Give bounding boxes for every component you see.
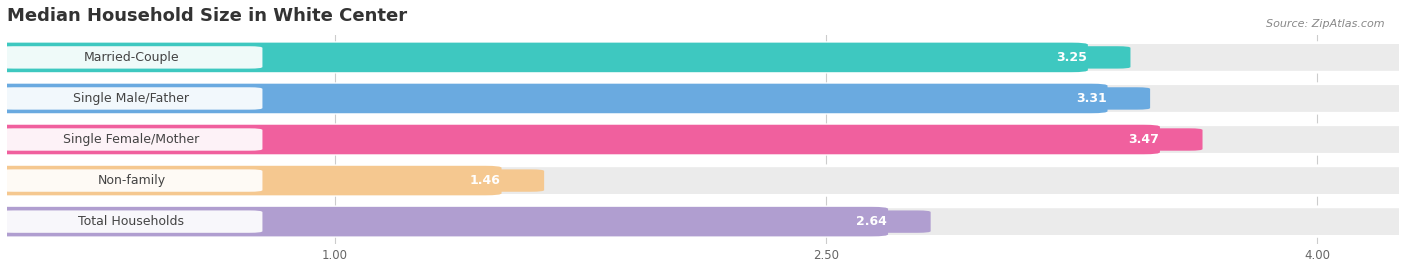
FancyBboxPatch shape [0, 46, 263, 69]
FancyBboxPatch shape [0, 125, 1406, 154]
Text: Non-family: Non-family [97, 174, 166, 187]
Text: Median Household Size in White Center: Median Household Size in White Center [7, 7, 408, 25]
FancyBboxPatch shape [0, 166, 502, 195]
Text: 3.47: 3.47 [1128, 133, 1159, 146]
Text: Married-Couple: Married-Couple [83, 51, 179, 64]
FancyBboxPatch shape [0, 84, 1406, 113]
FancyBboxPatch shape [813, 210, 931, 233]
FancyBboxPatch shape [0, 169, 263, 192]
Text: Total Households: Total Households [79, 215, 184, 228]
FancyBboxPatch shape [0, 128, 263, 151]
FancyBboxPatch shape [0, 166, 1406, 195]
FancyBboxPatch shape [0, 84, 1108, 113]
Text: 2.64: 2.64 [856, 215, 887, 228]
Text: 3.31: 3.31 [1076, 92, 1107, 105]
FancyBboxPatch shape [0, 207, 1406, 236]
Text: Source: ZipAtlas.com: Source: ZipAtlas.com [1267, 19, 1385, 29]
FancyBboxPatch shape [1012, 46, 1130, 69]
FancyBboxPatch shape [1032, 87, 1150, 110]
FancyBboxPatch shape [0, 43, 1088, 72]
FancyBboxPatch shape [0, 210, 263, 233]
FancyBboxPatch shape [0, 125, 1160, 154]
FancyBboxPatch shape [0, 43, 1406, 72]
Text: Single Male/Father: Single Male/Father [73, 92, 190, 105]
Text: 1.46: 1.46 [470, 174, 501, 187]
FancyBboxPatch shape [1084, 128, 1202, 151]
FancyBboxPatch shape [0, 87, 263, 110]
Text: Single Female/Mother: Single Female/Mother [63, 133, 200, 146]
FancyBboxPatch shape [426, 169, 544, 192]
FancyBboxPatch shape [0, 207, 889, 236]
Text: 3.25: 3.25 [1056, 51, 1087, 64]
